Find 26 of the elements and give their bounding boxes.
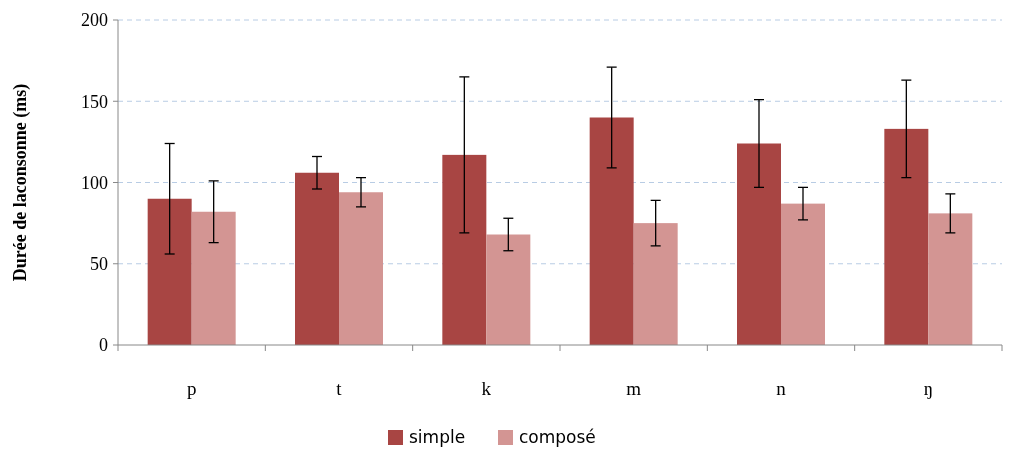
bar [737, 143, 781, 345]
bar [339, 192, 383, 345]
bar [147, 198, 192, 345]
y-tick-label: 150 [81, 91, 108, 112]
y-tick-label: 200 [81, 10, 108, 31]
bar [589, 117, 634, 345]
x-tick-label: n [776, 378, 787, 399]
x-tick-label: m [626, 378, 642, 399]
bar [884, 128, 929, 345]
x-tick-label: k [481, 378, 492, 399]
bar [781, 203, 825, 345]
bar [191, 211, 236, 345]
bar [442, 154, 487, 345]
y-tick-label: 0 [99, 335, 108, 356]
x-tick-label: p [186, 378, 197, 399]
x-tick-label: ŋ [923, 378, 934, 399]
legend-label: simple [409, 427, 466, 447]
y-tick-label: 100 [81, 172, 108, 193]
y-tick-label: 50 [90, 254, 108, 275]
bar [295, 172, 339, 345]
bar [928, 213, 973, 345]
legend-label: composé [519, 427, 596, 447]
x-tick-label: t [336, 378, 343, 399]
bar [486, 234, 531, 345]
y-axis-title: Durée de laconsonne (ms) [10, 83, 31, 282]
bar [633, 223, 678, 345]
